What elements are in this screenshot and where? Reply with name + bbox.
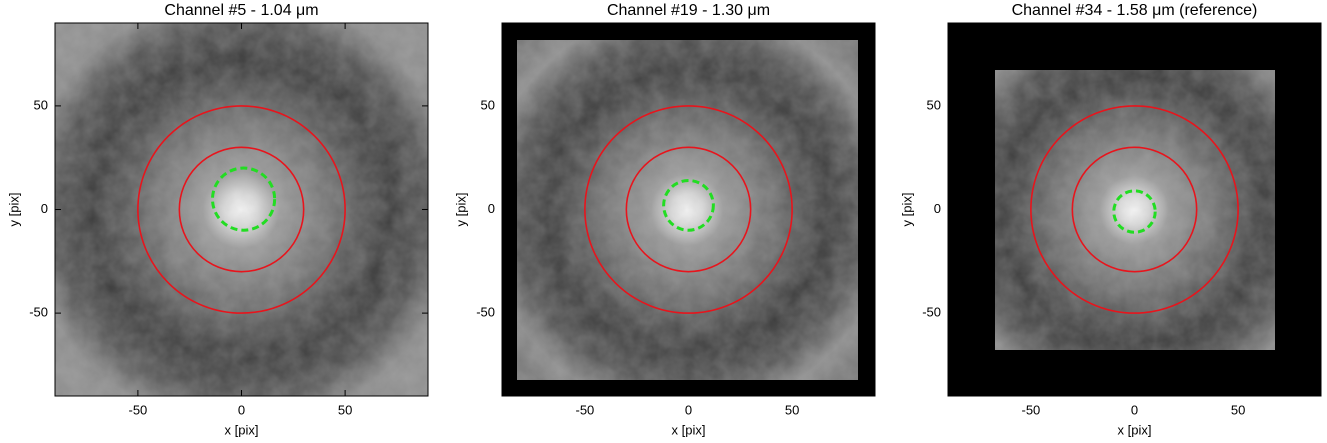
x-axis-label: x [pix] xyxy=(225,422,259,437)
x-tick-label: -50 xyxy=(1021,402,1040,417)
y-tick-label: 50 xyxy=(481,97,495,112)
y-tick-label: -50 xyxy=(29,305,48,320)
image-panel-1 xyxy=(1,0,481,443)
y-tick-label: 0 xyxy=(934,201,941,216)
x-tick-label: 0 xyxy=(685,402,692,417)
chart-title: Channel #34 - 1.58 μm (reference) xyxy=(1012,2,1258,19)
y-tick-label: -50 xyxy=(476,305,495,320)
y-tick-label: -50 xyxy=(922,305,941,320)
x-tick-label: -50 xyxy=(575,402,594,417)
chart-title: Channel #19 - 1.30 μm xyxy=(607,2,770,19)
x-tick-label: 0 xyxy=(1131,402,1138,417)
x-axis-label: x [pix] xyxy=(1118,422,1152,437)
y-tick-label: 50 xyxy=(34,97,48,112)
x-tick-label: 50 xyxy=(338,402,352,417)
x-tick-label: -50 xyxy=(128,402,147,417)
image-panel-2 xyxy=(462,0,912,435)
x-tick-label: 0 xyxy=(238,402,245,417)
y-tick-label: 50 xyxy=(927,97,941,112)
x-tick-label: 50 xyxy=(1231,402,1245,417)
y-tick-label: 0 xyxy=(488,201,495,216)
y-axis-label: y [pix] xyxy=(6,193,21,227)
image-panel-3 xyxy=(919,0,1327,425)
chart-title: Channel #5 - 1.04 μm xyxy=(164,2,318,19)
y-axis-label: y [pix] xyxy=(899,193,914,227)
figure: -50 0 50 -50 0 50 Channel #5 - 1.04 μm x [pix] y… xyxy=(0,0,1327,443)
y-axis-label: y [pix] xyxy=(453,193,468,227)
x-tick-label: 50 xyxy=(785,402,799,417)
y-tick-label: 0 xyxy=(41,201,48,216)
x-axis-label: x [pix] xyxy=(672,422,706,437)
